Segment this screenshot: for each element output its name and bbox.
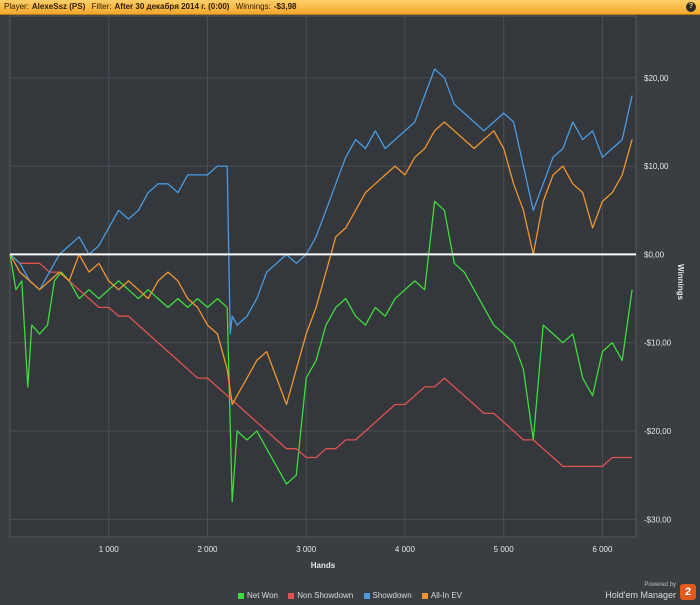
y-axis-label: Winnings [676, 264, 685, 300]
winnings-value: -$3,98 [273, 2, 297, 11]
series-lines [9, 68, 633, 503]
y-tick-label: -$10,00 [644, 339, 672, 348]
legend-label-non-showdown: Non Showdown [297, 591, 354, 600]
legend-swatch-non-showdown [288, 592, 295, 599]
filter-label: Filter: [91, 2, 112, 11]
filter-value[interactable]: After 30 декабря 2014 г. (0:00) [114, 2, 230, 11]
powered-by-text: Powered by [644, 582, 676, 588]
y-tick-label: $10,00 [644, 162, 669, 171]
legend-label-net-won: Net Won [247, 591, 278, 600]
series-line-non-showdown [9, 253, 633, 468]
series-line-showdown [9, 68, 633, 335]
series-line-net-won [9, 200, 633, 503]
x-axis-ticks: 1 000 2 000 3 000 4 000 5 000 6 000 [99, 545, 613, 554]
legend-swatch-showdown [363, 592, 370, 599]
plot-area [9, 15, 637, 538]
x-axis-label: Hands [311, 561, 336, 570]
player-label: Player: [4, 2, 29, 11]
x-tick-label: 1 000 [99, 545, 120, 554]
legend: Net Won Non Showdown Showdown All-In EV [0, 588, 700, 604]
y-axis-ticks: $20,00 $10,00 $0,00 -$10,00 -$20,00 -$30,00 [644, 74, 672, 525]
filter-bar: Player: AlexeSsz (PS) Filter: After 30 дек… [0, 0, 700, 15]
x-tick-label: 6 000 [592, 545, 613, 554]
product-name: Hold'em Manager [605, 590, 676, 600]
legend-label-all-in-ev: All-In EV [430, 591, 462, 600]
x-tick-label: 5 000 [494, 545, 515, 554]
legend-item-all-in-ev[interactable]: All-In EV [421, 588, 462, 604]
legend-label-showdown: Showdown [372, 591, 412, 600]
x-tick-label: 2 000 [197, 545, 218, 554]
y-tick-label: $0,00 [644, 250, 665, 259]
x-tick-label: 4 000 [395, 545, 416, 554]
help-icon[interactable]: ? [686, 2, 696, 12]
hem-logo-icon: 2 [680, 584, 696, 600]
legend-item-showdown[interactable]: Showdown [363, 588, 412, 604]
y-tick-label: $20,00 [644, 74, 669, 83]
y-tick-label: -$20,00 [644, 427, 672, 436]
legend-swatch-net-won [238, 592, 244, 599]
legend-item-non-showdown[interactable]: Non Showdown [288, 588, 353, 604]
winnings-label: Winnings: [235, 2, 271, 11]
series-line-all-in-ev [9, 121, 633, 406]
legend-swatch-all-in-ev [421, 592, 428, 599]
y-tick-label: -$30,00 [644, 515, 672, 524]
player-value[interactable]: AlexeSsz (PS) [31, 2, 86, 11]
legend-item-net-won[interactable]: Net Won [238, 588, 278, 604]
winnings-chart: $20,00 $10,00 $0,00 -$10,00 -$20,00 -$30,00 1… [9, 15, 685, 570]
x-tick-label: 3 000 [296, 545, 317, 554]
